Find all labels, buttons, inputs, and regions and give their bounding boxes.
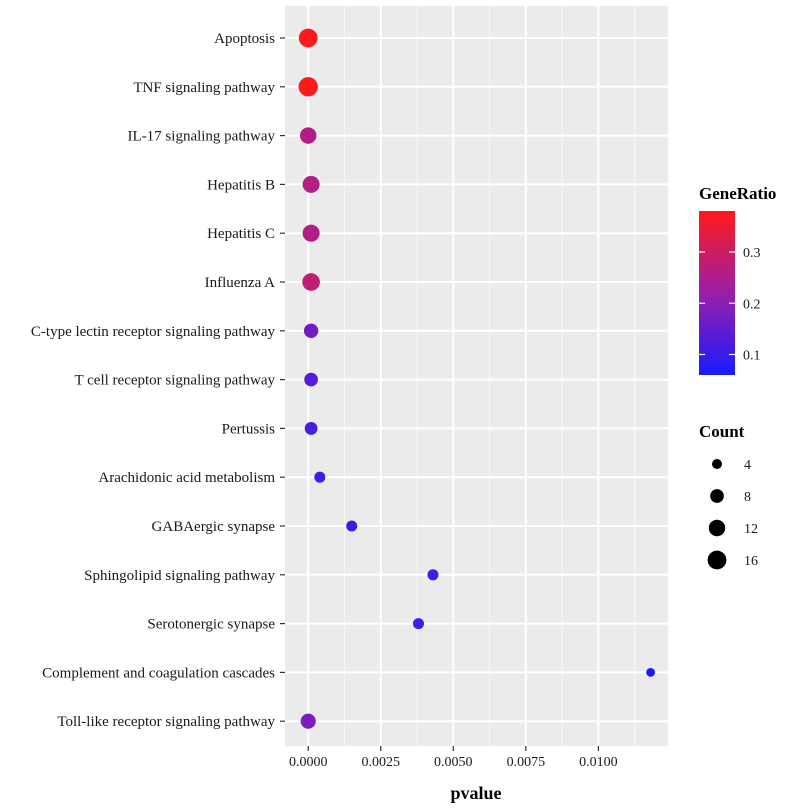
data-point: [302, 224, 320, 242]
size-legend-dot: [707, 550, 727, 570]
data-point: [412, 618, 424, 630]
colorbar-tick-label: 0.2: [743, 297, 761, 312]
size-legend-label: 12: [744, 522, 758, 537]
data-point: [314, 471, 326, 483]
panel-background: [285, 6, 668, 746]
y-tick-label: T cell receptor signaling pathway: [75, 373, 276, 389]
y-tick-label: Influenza A: [205, 275, 276, 291]
x-tick-label: 0.0000: [289, 755, 328, 770]
y-tick-label: Hepatitis C: [207, 226, 275, 242]
data-point: [304, 421, 318, 435]
x-axis-title: pvalue: [450, 783, 501, 803]
x-tick-label: 0.0075: [507, 755, 546, 770]
generatio-legend: GeneRatio 0.1 0.2 0.3: [699, 184, 776, 375]
data-point: [299, 127, 317, 144]
generatio-legend-title: GeneRatio: [699, 184, 776, 203]
data-points: [298, 28, 656, 729]
x-axis: 0.0000 0.0025 0.0050 0.0075 0.0100: [289, 746, 618, 770]
y-tick-label: Hepatitis B: [207, 177, 275, 193]
size-legend-label: 4: [744, 458, 751, 473]
x-tick-label: 0.0100: [579, 755, 618, 770]
plot-panel: [285, 6, 668, 746]
colorbar-tick-label: 0.3: [743, 246, 761, 261]
count-legend: Count 4 8 12 16: [699, 422, 758, 570]
size-legend-dot: [710, 489, 724, 503]
y-tick-label: Apoptosis: [214, 31, 275, 47]
size-legend-dot: [712, 459, 722, 469]
data-point: [303, 323, 319, 338]
y-tick-label: IL-17 signaling pathway: [128, 129, 276, 145]
data-point: [302, 175, 320, 193]
y-tick-label: Serotonergic synapse: [147, 617, 275, 633]
data-point: [646, 667, 656, 677]
y-tick-label: Sphingolipid signaling pathway: [84, 568, 275, 584]
data-point: [302, 273, 320, 291]
x-tick-label: 0.0025: [362, 755, 401, 770]
data-point: [300, 713, 316, 729]
size-legend-dot: [708, 519, 726, 537]
generatio-colorbar: [699, 211, 735, 375]
y-tick-label: GABAergic synapse: [152, 519, 276, 535]
y-tick-label: Complement and coagulation cascades: [42, 665, 275, 681]
y-tick-label: C-type lectin receptor signaling pathway: [31, 324, 276, 340]
size-legend-label: 8: [744, 490, 751, 505]
y-tick-label: Toll-like receptor signaling pathway: [57, 714, 275, 730]
colorbar-tick-label: 0.1: [743, 349, 761, 364]
data-point: [298, 77, 318, 97]
y-tick-label: TNF signaling pathway: [133, 80, 275, 96]
x-tick-label: 0.0050: [434, 755, 473, 770]
data-point: [304, 372, 318, 387]
data-point: [346, 520, 358, 532]
data-point: [298, 28, 318, 48]
size-legend-label: 16: [744, 554, 758, 569]
y-axis: Apoptosis TNF signaling pathway IL-17 sign…: [31, 31, 285, 730]
y-tick-label: Arachidonic acid metabolism: [98, 470, 275, 486]
data-point: [427, 569, 439, 581]
y-tick-label: Pertussis: [222, 421, 276, 437]
count-legend-title: Count: [699, 422, 745, 441]
